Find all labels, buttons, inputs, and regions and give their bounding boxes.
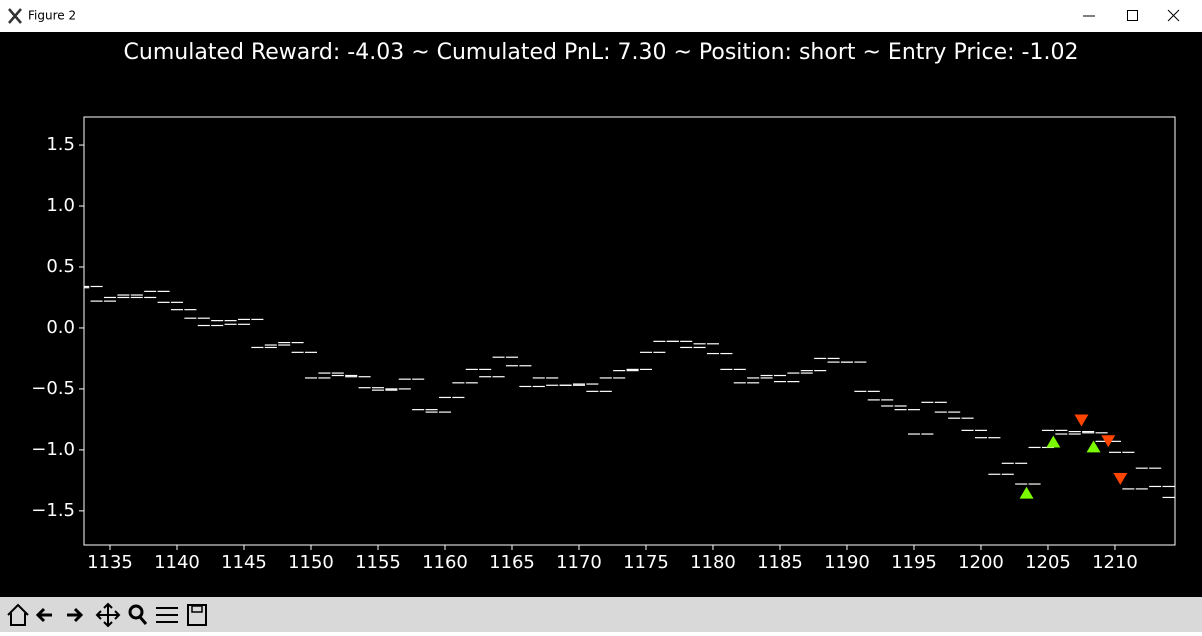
x-tick-label: 1195 xyxy=(891,552,937,573)
y-tick-label: 0.5 xyxy=(46,256,75,277)
plot-frame xyxy=(83,116,1176,546)
x-tick-label: 1155 xyxy=(355,552,401,573)
title-bar: Figure 2 xyxy=(0,0,1202,32)
sell-marker xyxy=(1113,473,1128,485)
forward-button[interactable] xyxy=(67,607,84,623)
window-title: Figure 2 xyxy=(28,9,76,23)
x-tick-label: 1150 xyxy=(288,552,334,573)
close-button[interactable] xyxy=(1167,9,1180,22)
x-tick-label: 1145 xyxy=(221,552,267,573)
x-tick-label: 1175 xyxy=(623,552,669,573)
x-tick-label: 1160 xyxy=(422,552,468,573)
figure-background xyxy=(0,32,1202,597)
maximize-button[interactable] xyxy=(1127,10,1138,21)
y-tick-label: 0.0 xyxy=(46,317,75,338)
x-tick-label: 1165 xyxy=(489,552,535,573)
zoom-button[interactable] xyxy=(128,604,144,620)
x-tick-label: 1140 xyxy=(154,552,200,573)
configure-button[interactable] xyxy=(156,607,178,623)
back-button[interactable] xyxy=(35,607,52,623)
zoom-handle xyxy=(138,616,148,625)
x-tick-label: 1205 xyxy=(1025,552,1071,573)
buy-marker xyxy=(1086,440,1101,453)
x-tick-label: 1200 xyxy=(958,552,1004,573)
pan-button[interactable] xyxy=(95,602,121,628)
title-bar-graphics: Figure 2 xyxy=(8,8,1180,24)
x-tick-label: 1210 xyxy=(1092,552,1138,573)
toolbar-icons xyxy=(7,602,207,628)
buy-marker xyxy=(1019,486,1034,499)
y-tick-label: 1.5 xyxy=(46,134,75,155)
y-tick-label: 1.0 xyxy=(46,195,75,216)
home-button[interactable] xyxy=(7,603,29,626)
save-button[interactable] xyxy=(187,604,207,626)
sell-marker xyxy=(1101,435,1116,448)
x-tick-label: 1190 xyxy=(824,552,870,573)
x-tick-label: 1185 xyxy=(757,552,803,573)
buy-marker xyxy=(1046,435,1061,448)
chart: Cumulated Reward: -4.03 ~ Cumulated PnL:… xyxy=(0,32,1202,597)
chart-title: Cumulated Reward: -4.03 ~ Cumulated PnL:… xyxy=(124,40,1079,65)
app-icon xyxy=(8,8,22,24)
save-icon-detail xyxy=(191,605,203,613)
toolbar xyxy=(0,597,1202,632)
y-tick-label: −0.5 xyxy=(31,378,75,399)
y-tick-label: −1.0 xyxy=(31,439,75,460)
x-tick-label: 1170 xyxy=(556,552,602,573)
x-tick-label: 1180 xyxy=(690,552,736,573)
x-tick-label: 1135 xyxy=(87,552,133,573)
y-tick-label: −1.5 xyxy=(31,500,75,521)
sell-marker xyxy=(1074,414,1089,427)
